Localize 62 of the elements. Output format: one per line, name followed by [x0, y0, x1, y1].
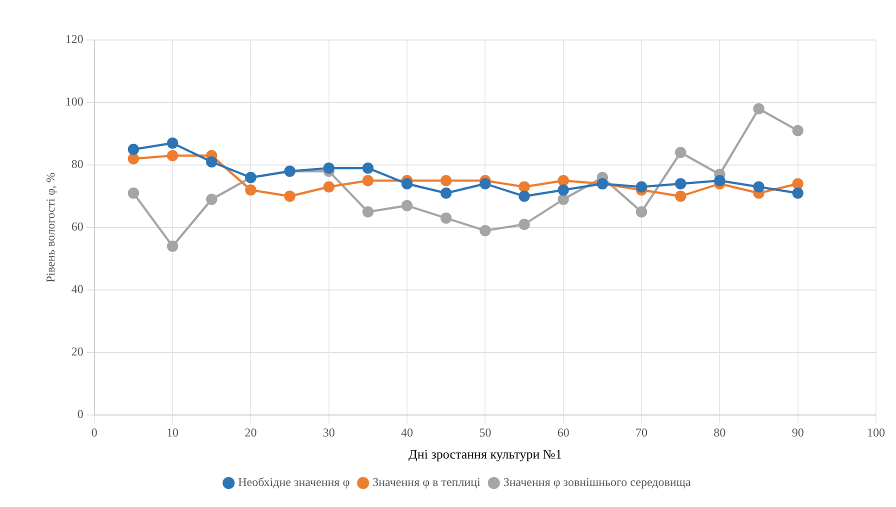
point — [792, 125, 804, 136]
legend-label: Необхідне значення φ — [238, 475, 350, 490]
point — [128, 153, 140, 164]
point — [792, 188, 804, 199]
legend-label: Значення φ зовнішнього середовища — [503, 475, 692, 490]
legend-label: Значення φ в теплиці — [372, 475, 482, 490]
x-axis-title: Дні зростання культури №1 — [408, 446, 562, 462]
point — [284, 190, 296, 202]
point — [480, 178, 491, 190]
point — [206, 194, 218, 205]
point — [558, 184, 569, 196]
point — [401, 200, 413, 212]
point — [440, 188, 452, 199]
y-tick-label: 0 — [77, 407, 84, 422]
point — [518, 181, 530, 192]
x-tick-label: 50 — [479, 425, 492, 440]
point — [440, 175, 452, 186]
point — [166, 240, 178, 252]
y-tick-label: 120 — [65, 32, 84, 46]
x-tick-label: 10 — [166, 425, 179, 440]
point — [362, 206, 374, 218]
point — [166, 138, 178, 149]
point — [636, 206, 648, 218]
y-tick-label: 20 — [71, 344, 84, 359]
x-tick-label: 0 — [91, 425, 98, 440]
x-tick-label: 20 — [244, 425, 257, 440]
x-tick-label: 40 — [401, 425, 414, 440]
point — [401, 178, 413, 190]
point — [518, 190, 530, 202]
x-tick-label: 30 — [322, 425, 335, 440]
x-tick-label: 60 — [557, 425, 570, 440]
point — [558, 175, 569, 186]
point — [558, 194, 569, 205]
y-tick-label: 40 — [71, 282, 84, 296]
x-tick-label: 70 — [636, 425, 648, 440]
x-tick-label: 90 — [792, 425, 804, 440]
x-tick-label: 80 — [714, 425, 726, 440]
point — [480, 225, 491, 236]
point — [323, 162, 334, 174]
point — [206, 156, 218, 168]
point — [675, 178, 686, 190]
point — [714, 175, 726, 186]
point — [792, 178, 804, 190]
point — [128, 188, 140, 199]
point — [675, 190, 686, 202]
y-tick-label: 60 — [71, 220, 84, 234]
y-axis-title: Рівень вологості φ, % — [43, 172, 58, 282]
y-tick-label: 80 — [71, 157, 84, 172]
point — [753, 181, 764, 192]
point — [362, 162, 374, 174]
point — [518, 218, 530, 230]
point — [636, 181, 648, 192]
point — [675, 146, 686, 158]
point — [753, 103, 764, 114]
point — [440, 212, 452, 224]
y-tick-label: 100 — [65, 94, 84, 109]
point — [323, 181, 334, 192]
point — [166, 150, 178, 162]
point — [245, 184, 256, 196]
point — [128, 144, 140, 155]
point — [362, 175, 374, 186]
x-tick-label: 100 — [867, 425, 885, 440]
